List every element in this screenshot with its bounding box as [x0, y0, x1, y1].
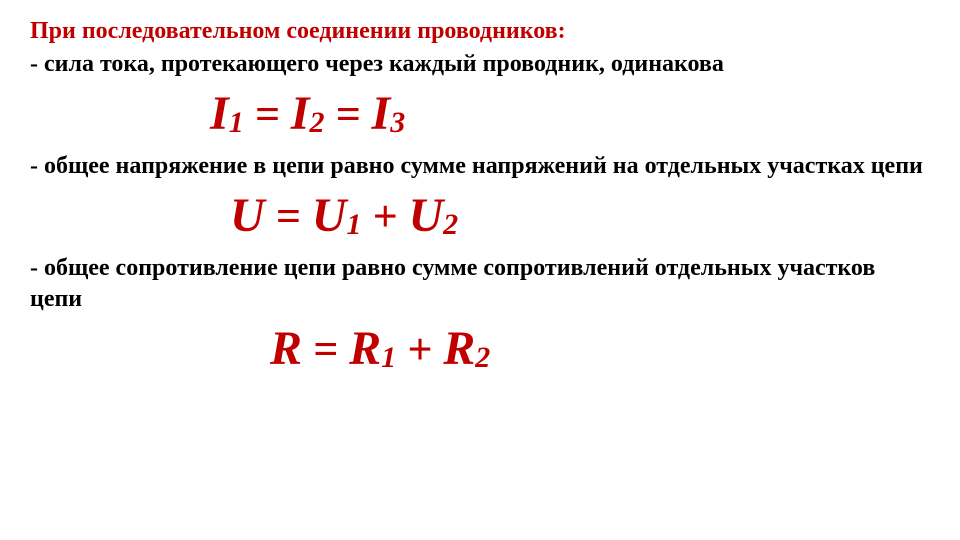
formula-voltage: U = U1 + U2 [30, 190, 930, 243]
sub-r2: 2 [475, 341, 490, 374]
sub-u2: 2 [443, 208, 458, 241]
var-r-2: R [443, 322, 475, 375]
text-resistance: - общее сопротивление цепи равно сумме с… [30, 253, 930, 315]
var-i-2: I [291, 87, 310, 140]
formula-current: I1 = I2 = I3 [30, 88, 930, 141]
formula-resistance: R = R1 + R2 [30, 323, 930, 376]
sub-r1: 1 [381, 341, 396, 374]
title: При последовательном соединении проводни… [30, 18, 930, 45]
sub-1: 1 [229, 106, 244, 139]
eq-u: = [265, 192, 312, 241]
plus-u: + [361, 192, 408, 241]
var-u-2: U [409, 189, 444, 242]
var-i-1: I [210, 87, 229, 140]
var-i-3: I [372, 87, 391, 140]
var-r: R [270, 322, 302, 375]
sub-3: 3 [390, 106, 405, 139]
text-voltage: - общее напряжение в цепи равно сумме на… [30, 151, 930, 182]
sub-2: 2 [309, 106, 324, 139]
var-u-1: U [312, 189, 347, 242]
plus-r: + [396, 325, 443, 374]
text-current: - сила тока, протекающего через каждый п… [30, 49, 930, 80]
var-r-1: R [349, 322, 381, 375]
var-u: U [230, 189, 265, 242]
eq-1: = [244, 90, 291, 139]
sub-u1: 1 [346, 208, 361, 241]
eq-2: = [324, 90, 371, 139]
eq-r: = [302, 325, 349, 374]
